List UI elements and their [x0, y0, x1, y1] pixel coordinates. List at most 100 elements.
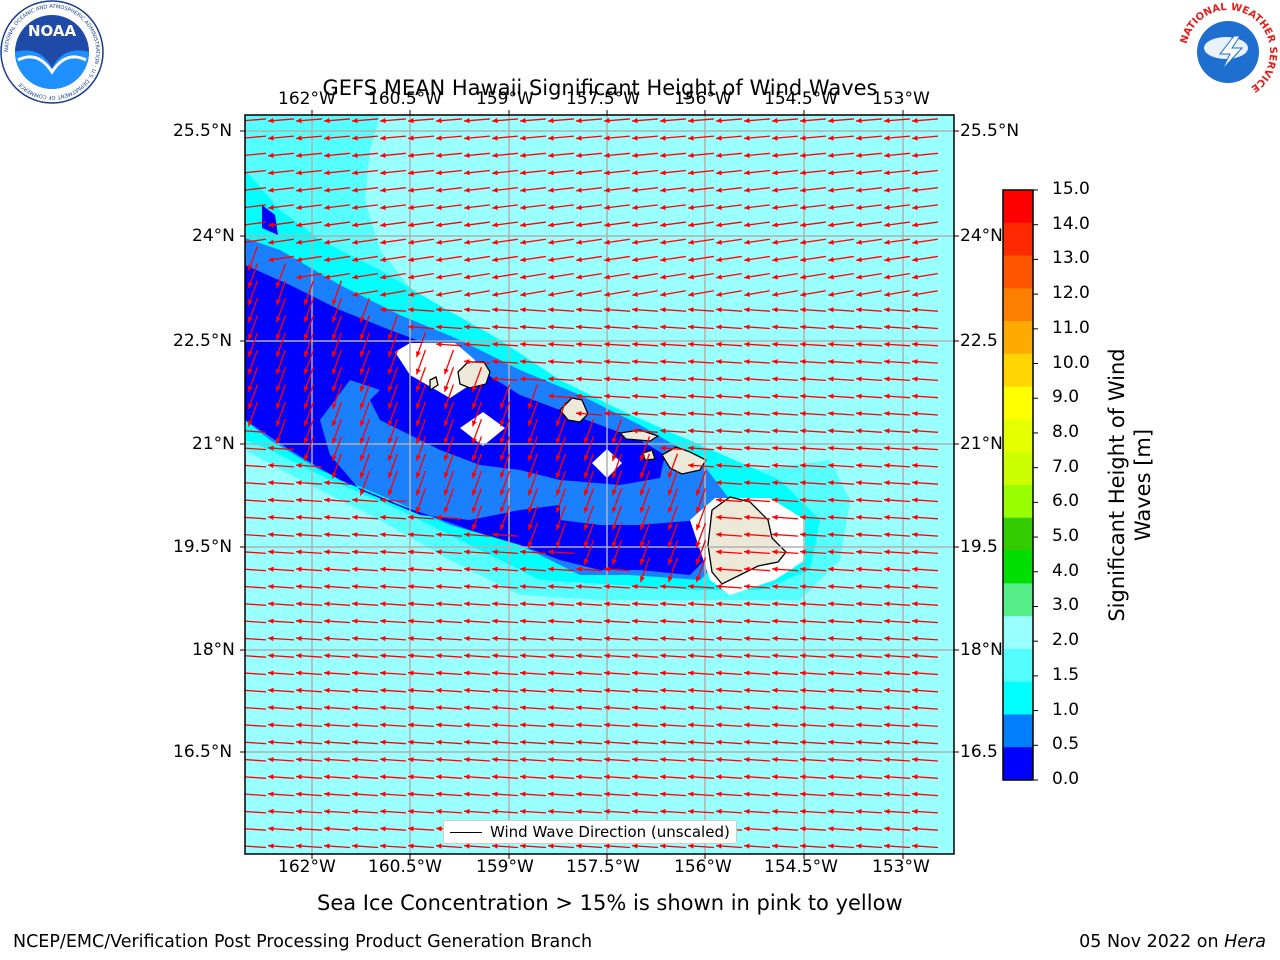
- wave-direction-arrow: [771, 152, 799, 158]
- wave-direction-arrow: [575, 601, 603, 607]
- wave-direction-arrow: [639, 488, 651, 514]
- wave-direction-arrow: [407, 739, 435, 745]
- wave-direction-arrow: [855, 428, 883, 434]
- colorbar-tick-label: 12.0: [1052, 283, 1090, 304]
- wave-direction-arrow: [715, 756, 743, 763]
- wave-direction-arrow: [744, 221, 770, 228]
- wave-direction-arrow: [856, 169, 882, 176]
- wave-direction-arrow: [911, 549, 939, 555]
- wave-direction-arrow: [324, 187, 350, 193]
- wave-direction-arrow: [883, 826, 911, 832]
- wave-direction-arrow: [799, 653, 827, 659]
- wave-direction-arrow: [855, 393, 883, 399]
- wave-direction-arrow: [575, 324, 603, 330]
- wave-direction-arrow: [267, 635, 295, 642]
- wave-direction-arrow: [715, 843, 743, 849]
- wave-direction-arrow: [547, 566, 575, 572]
- colorbar-segment: [1003, 288, 1033, 322]
- footer-date: 05 Nov 2022 on: [1079, 932, 1225, 952]
- wave-direction-arrow: [323, 826, 351, 832]
- wave-direction-arrow: [407, 843, 435, 849]
- wave-direction-arrow: [632, 255, 658, 263]
- wave-direction-arrow: [827, 687, 855, 693]
- wave-direction-arrow: [275, 297, 287, 323]
- wave-direction-arrow: [771, 791, 799, 797]
- wave-direction-arrow: [463, 532, 491, 538]
- colorbar-tick-label: 13.0: [1052, 248, 1090, 269]
- wave-direction-arrow: [323, 601, 351, 607]
- wave-direction-arrow: [267, 152, 295, 158]
- wave-direction-arrow: [464, 238, 490, 245]
- wave-direction-arrow: [379, 532, 407, 538]
- wave-direction-arrow: [771, 774, 799, 780]
- map-tick-marks: [240, 110, 959, 859]
- wave-direction-arrow: [687, 843, 715, 849]
- wave-direction-arrow: [911, 445, 939, 451]
- wave-direction-arrow: [687, 670, 715, 676]
- wave-direction-arrow: [547, 739, 575, 745]
- wave-direction-arrow: [407, 826, 435, 832]
- wave-direction-arrow: [387, 384, 399, 410]
- wave-direction-arrow: [331, 349, 343, 375]
- wave-direction-arrow: [743, 739, 771, 745]
- wave-direction-arrow: [408, 204, 434, 211]
- wave-direction-arrow: [911, 341, 939, 347]
- wave-direction-arrow: [687, 410, 715, 417]
- wave-direction-arrow: [715, 532, 743, 538]
- wave-direction-arrow: [435, 324, 463, 330]
- wave-direction-arrow: [519, 341, 547, 347]
- wave-direction-arrow: [268, 255, 294, 263]
- wave-direction-arrow: [491, 532, 519, 538]
- wave-direction-arrow: [491, 670, 519, 676]
- lat-tick-right-1: 24°N: [960, 226, 1003, 246]
- wave-direction-arrow: [667, 522, 679, 548]
- wave-direction-arrow: [743, 843, 771, 849]
- wave-direction-arrow: [463, 687, 491, 693]
- wave-direction-arrow: [603, 843, 631, 849]
- wave-direction-arrow: [715, 808, 743, 815]
- wave-direction-arrow: [639, 436, 651, 462]
- wave-direction-arrow: [519, 774, 547, 780]
- wave-direction-arrow: [379, 843, 407, 849]
- map-frame: [244, 114, 955, 855]
- wave-direction-arrow: [519, 756, 547, 763]
- wave-direction-arrow: [408, 221, 434, 228]
- wave-direction-arrow: [323, 635, 351, 642]
- wave-direction-arrow: [576, 255, 602, 263]
- wave-direction-arrow: [667, 540, 679, 565]
- wave-direction-arrow: [555, 505, 567, 531]
- wave-direction-arrow: [827, 791, 855, 797]
- wave-direction-arrow: [527, 401, 539, 427]
- wave-direction-arrow: [911, 376, 939, 382]
- wave-direction-arrow: [491, 774, 519, 780]
- wave-direction-arrow: [771, 618, 799, 624]
- wave-direction-arrow: [883, 635, 911, 642]
- wave-direction-arrow: [743, 410, 771, 417]
- wave-direction-arrow: [799, 618, 827, 624]
- wave-direction-arrow: [799, 497, 827, 503]
- wave-direction-arrow: [715, 135, 743, 141]
- wave-direction-arrow: [295, 670, 323, 676]
- wave-direction-arrow: [883, 843, 911, 849]
- wave-direction-arrow: [576, 272, 602, 280]
- wave-direction-arrow: [631, 583, 659, 590]
- wave-direction-arrow: [715, 739, 743, 745]
- wave-direction-arrow: [407, 756, 435, 763]
- wave-direction-arrow: [547, 118, 575, 124]
- wave-direction-arrow: [883, 653, 911, 659]
- wave-direction-arrow: [631, 393, 659, 399]
- wave-direction-arrow: [799, 791, 827, 797]
- wave-direction-arrow: [604, 290, 630, 297]
- wave-direction-arrow: [351, 722, 379, 728]
- wave-direction-arrow: [267, 826, 295, 832]
- wave-direction-arrow: [631, 687, 659, 693]
- wave-direction-arrow: [323, 722, 351, 728]
- wave-direction-arrow: [519, 359, 547, 365]
- wave-direction-arrow: [463, 618, 491, 624]
- wave-direction-arrow: [331, 315, 343, 341]
- wave-direction-arrow: [268, 204, 294, 211]
- wave-direction-arrow: [247, 297, 259, 323]
- wave-direction-arrow: [855, 653, 883, 659]
- wave-direction-arrow: [491, 583, 519, 590]
- wave-direction-arrow: [415, 349, 427, 375]
